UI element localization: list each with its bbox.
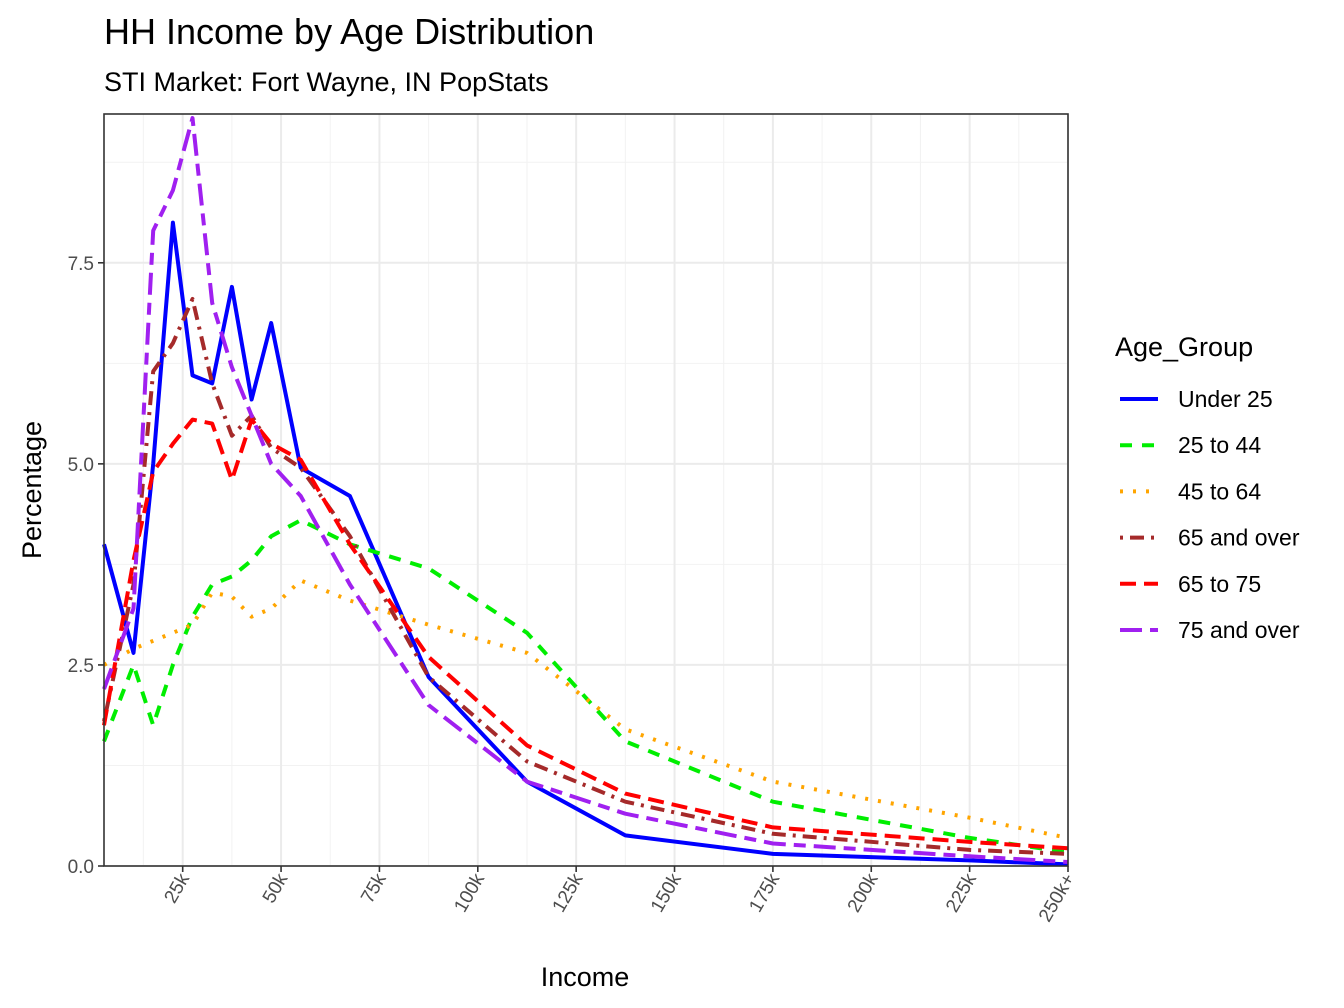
legend-label: 75 and over: [1178, 617, 1300, 643]
series-line-75-and-over: [102, 116, 1069, 864]
legend-label: Under 25: [1178, 386, 1273, 412]
series-line-25-to-44: [102, 518, 1069, 855]
x-axis: 25k 50k 75k 100k 125k 150k 175k 200k 225k 250k+: [161, 866, 1079, 926]
x-tick-label: 250k+: [1035, 870, 1079, 926]
y-tick-label: 5.0: [68, 455, 94, 476]
series-line-65-to-75: [102, 417, 1069, 851]
y-tick-label: 7.5: [68, 254, 94, 275]
minor-gridlines: [104, 114, 1068, 866]
x-tick-label: 75k: [357, 870, 391, 907]
chart-subtitle: STI Market: Fort Wayne, IN PopStats: [104, 67, 549, 97]
x-tick-label: 225k: [942, 870, 981, 917]
plot-panel-border: [103, 113, 1069, 867]
legend: Age_Group Under 25 25 to 44 45 to 64 65 and…: [1115, 332, 1300, 643]
legend-label: 45 to 64: [1178, 478, 1261, 504]
x-tick-label: 25k: [161, 870, 195, 907]
y-tick-label: 2.5: [68, 656, 94, 677]
y-tick-label: 0.0: [68, 857, 94, 878]
y-axis: 0.0 2.5 5.0 7.5: [68, 254, 104, 878]
x-tick-label: 50k: [259, 870, 293, 907]
major-gridlines: [104, 114, 1069, 867]
y-axis-title: Percentage: [17, 421, 47, 559]
x-tick-label: 175k: [745, 870, 784, 917]
series-lines: [102, 116, 1069, 867]
x-axis-title: Income: [541, 962, 630, 992]
legend-title: Age_Group: [1115, 332, 1253, 362]
legend-label: 25 to 44: [1178, 432, 1261, 458]
x-tick-label: 100k: [450, 870, 489, 917]
x-tick-label: 200k: [844, 870, 883, 917]
legend-label: 65 and over: [1178, 525, 1300, 551]
x-tick-label: 125k: [549, 870, 588, 917]
x-tick-label: 150k: [647, 870, 686, 917]
chart-title: HH Income by Age Distribution: [104, 11, 594, 52]
legend-label: 65 to 75: [1178, 571, 1261, 597]
series-line-under-25: [102, 220, 1069, 867]
